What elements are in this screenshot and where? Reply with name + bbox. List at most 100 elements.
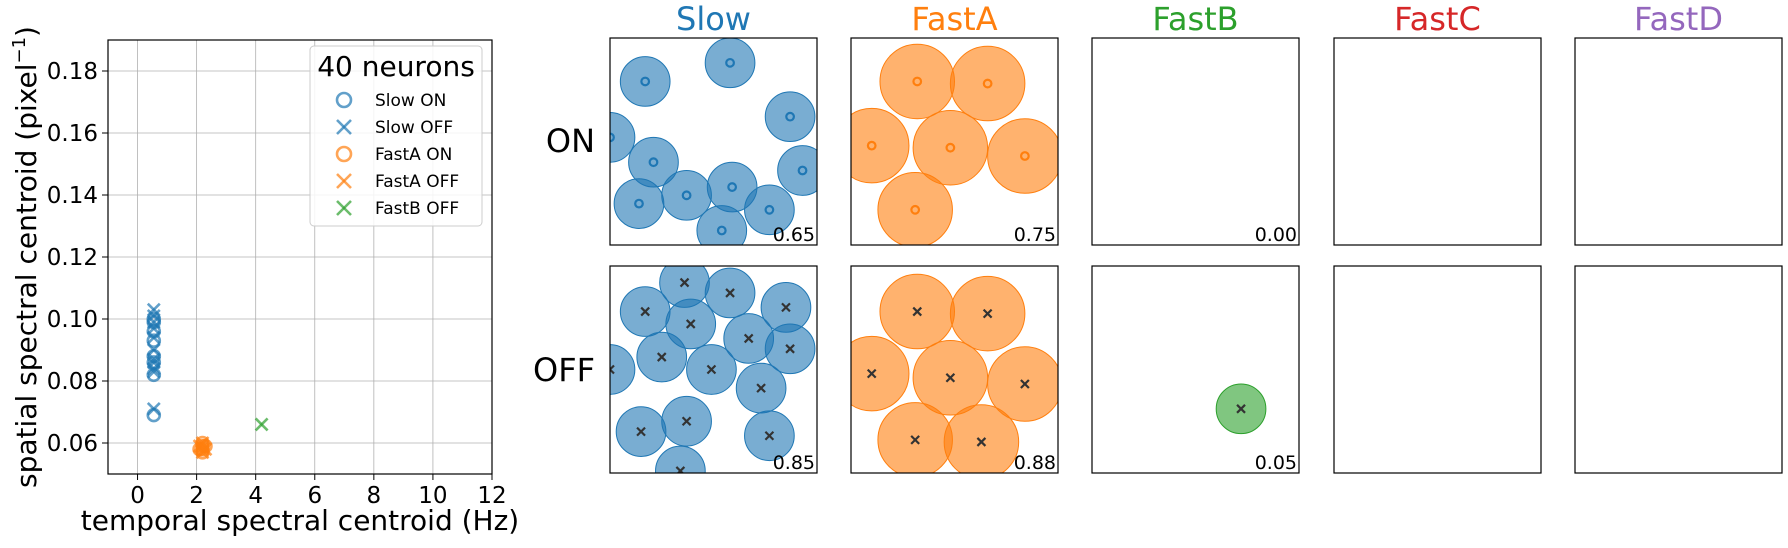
panel-frame	[609, 265, 818, 474]
cell-center-stroke-b	[912, 306, 923, 317]
cell-center-stroke-b	[681, 416, 692, 427]
x-tick-label: 12	[477, 483, 506, 509]
receptive-field	[987, 346, 1058, 422]
receptive-field	[777, 145, 817, 196]
receptive-field	[696, 205, 748, 245]
receptive-field	[655, 445, 706, 473]
legend-marker	[336, 173, 352, 189]
cell-center-stroke-b	[676, 466, 686, 473]
x-tick-label: 6	[307, 483, 322, 509]
coverage-score: 0.65	[773, 224, 815, 246]
x-tick-label: 10	[418, 483, 447, 509]
legend-marker	[335, 91, 353, 109]
cell-center-marker	[685, 319, 696, 329]
legend-marker	[336, 200, 352, 216]
cell-center-stroke-b	[1236, 404, 1246, 414]
receptive-field	[610, 344, 636, 395]
cell-center-marker	[706, 364, 717, 375]
cell-center-marker	[1236, 404, 1246, 414]
panel-cells	[1215, 383, 1267, 435]
x-tick-label: 8	[367, 483, 382, 509]
panel-cells	[610, 38, 817, 245]
cell-center-marker	[910, 435, 920, 445]
cell-center-marker	[756, 383, 766, 393]
y-tick-label: 0.16	[47, 121, 98, 147]
legend-entry-label: Slow ON	[375, 91, 446, 111]
cell-center-marker	[797, 165, 808, 176]
data-point-stroke-b	[146, 302, 161, 317]
panel-frame	[1333, 37, 1542, 246]
panel-cells	[851, 273, 1058, 473]
cell-center-marker	[743, 333, 754, 344]
legend-entry-label: FastA ON	[375, 145, 452, 165]
cell-center-stroke-b	[610, 364, 615, 372]
data-point	[146, 401, 161, 416]
mosaic-panel: 0.85	[609, 265, 818, 474]
legend-entry-label: FastA OFF	[375, 172, 459, 192]
receptive-field	[619, 56, 671, 107]
cell-center-stroke-b	[756, 383, 766, 393]
cell-center-marker	[727, 182, 738, 192]
receptive-field	[610, 112, 636, 163]
mosaic-panel	[1574, 37, 1783, 246]
cell-center-stroke-b	[640, 306, 650, 317]
cell-center-marker	[866, 368, 877, 379]
coverage-score: 0.75	[1014, 224, 1056, 246]
cell-center-marker	[1020, 379, 1030, 389]
cell-center-marker	[781, 302, 791, 313]
coverage-score: 0.00	[1255, 224, 1297, 246]
row-label-on: ON	[546, 122, 595, 160]
receptive-field	[613, 178, 665, 229]
cell-center-marker	[785, 344, 795, 354]
cell-center-marker	[725, 288, 735, 298]
mosaic-panel	[1333, 265, 1542, 474]
cell-center-stroke-b	[656, 352, 667, 362]
cell-center-marker	[764, 204, 775, 215]
legend-entry-label: FastB OFF	[375, 199, 459, 219]
receptive-field	[879, 43, 955, 120]
panel-frame	[850, 37, 1059, 246]
panel-frame	[1574, 265, 1783, 474]
panel-cells	[851, 43, 1058, 245]
data-point-stroke-b	[192, 439, 207, 454]
cell-center-marker	[640, 306, 650, 317]
cell-center-stroke-b	[706, 364, 717, 375]
coverage-score: 0.85	[773, 452, 815, 474]
data-point-stroke-b	[146, 355, 161, 370]
legend-marker-stroke-b	[336, 200, 352, 216]
cell-center-marker	[945, 373, 956, 383]
cell-center-stroke-b	[910, 435, 920, 445]
receptive-field	[912, 109, 989, 186]
data-point-stroke-b	[195, 445, 210, 460]
receptive-field	[851, 107, 910, 184]
cell-center-marker	[636, 426, 646, 437]
cell-center-stroke-b	[982, 308, 993, 319]
legend-marker	[336, 119, 352, 135]
y-axis-ticks: 0.06 0.08 0.10 0.12 0.14 0.16 0.18	[47, 59, 108, 457]
mosaic-panel: 0.75	[850, 37, 1059, 246]
data-point	[146, 343, 161, 357]
cell-center-marker	[681, 416, 692, 427]
mosaic-panel	[1333, 37, 1542, 246]
receptive-field	[744, 184, 795, 236]
cell-center-marker	[785, 111, 795, 122]
y-tick-label: 0.12	[47, 245, 98, 271]
cell-center-stroke-b	[781, 302, 791, 313]
scatter-plot: 0 2 4 6 8 10 12 0.06 0.08 0.10 0.12 0.14 0.16 0.18 t…	[9, 26, 519, 537]
cell-center-marker	[945, 142, 956, 153]
column-title: FastA	[911, 0, 997, 38]
row-label-off: OFF	[533, 351, 595, 389]
cell-center-marker	[912, 306, 923, 317]
mosaic-panel: 0.05	[1091, 265, 1300, 474]
coverage-score: 0.88	[1014, 452, 1056, 474]
data-point	[146, 333, 162, 349]
panel-cells	[610, 266, 816, 473]
cell-center-marker	[910, 204, 921, 215]
cell-center-marker	[725, 57, 735, 68]
legend-marker-stroke-b	[336, 119, 352, 135]
receptive-field	[704, 38, 756, 89]
cell-center-marker	[634, 198, 644, 209]
data-point	[254, 417, 269, 432]
data-point	[146, 355, 161, 370]
cell-center-stroke-b	[636, 426, 646, 437]
